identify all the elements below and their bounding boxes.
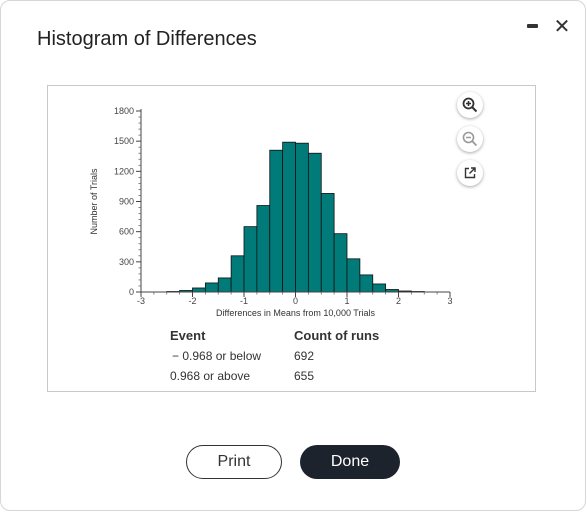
histogram-bar xyxy=(269,149,284,293)
x-tick-label: -3 xyxy=(137,296,145,306)
zoom-in-icon xyxy=(462,97,478,113)
event-cell: 0.968 or above xyxy=(170,369,251,383)
histogram-bar xyxy=(320,193,335,293)
count-cell: 655 xyxy=(294,369,315,383)
close-button[interactable]: ✕ xyxy=(551,15,573,38)
x-tick-label: 0 xyxy=(293,296,298,306)
histogram-bar xyxy=(295,142,309,293)
count-cell: 692 xyxy=(294,349,315,363)
histogram-bar xyxy=(256,205,271,293)
y-tick-label: 900 xyxy=(119,197,134,207)
histogram-bar xyxy=(333,233,348,293)
chart-panel: 0 300 600 900 1200 1500 1800 -3 -2 -1 0 1 2 3 Differen… xyxy=(47,85,536,392)
y-tick-label: 300 xyxy=(119,257,134,267)
histogram-bar xyxy=(372,283,387,293)
y-tick-label: 0 xyxy=(129,287,134,297)
histogram-bar xyxy=(204,282,219,293)
event-column-header: Event xyxy=(170,328,206,343)
histogram-bar xyxy=(243,226,258,293)
histogram-bar xyxy=(282,141,296,293)
histogram-bar xyxy=(346,258,361,293)
x-tick-label: 2 xyxy=(396,296,401,306)
print-button[interactable]: Print xyxy=(186,445,282,479)
dialog-title: Histogram of Differences xyxy=(37,28,257,50)
x-tick-label: -2 xyxy=(188,296,196,306)
histogram-bar xyxy=(192,287,206,293)
minimize-button[interactable] xyxy=(521,15,543,37)
event-cell: − 0.968 or below xyxy=(172,349,262,363)
x-tick-label: 1 xyxy=(344,296,349,306)
x-axis-label: Differences in Means from 10,000 Trials xyxy=(216,308,375,318)
popout-button[interactable] xyxy=(457,160,483,186)
histogram-chart: 0 300 600 900 1200 1500 1800 -3 -2 -1 0 1 2 3 Differen… xyxy=(89,106,453,318)
y-axis-label: Number of Trials xyxy=(89,168,99,235)
done-button[interactable]: Done xyxy=(300,445,400,479)
histogram-bar xyxy=(359,274,374,293)
count-column-header: Count of runs xyxy=(294,328,380,343)
zoom-out-button[interactable] xyxy=(457,126,483,152)
zoom-out-icon xyxy=(462,131,478,147)
y-tick-label: 1500 xyxy=(114,136,134,146)
zoom-in-button[interactable] xyxy=(457,92,483,118)
y-tick-label: 1800 xyxy=(114,106,134,116)
histogram-bar xyxy=(307,152,322,293)
close-icon: ✕ xyxy=(553,15,571,38)
external-link-icon xyxy=(464,167,476,179)
x-tick-label: 3 xyxy=(447,296,452,306)
minimize-icon xyxy=(526,24,538,28)
histogram-bar xyxy=(230,255,245,293)
x-tick-label: -1 xyxy=(240,296,248,306)
y-tick-label: 600 xyxy=(119,227,134,237)
histogram-bar xyxy=(217,277,232,293)
y-tick-label: 1200 xyxy=(114,166,134,176)
